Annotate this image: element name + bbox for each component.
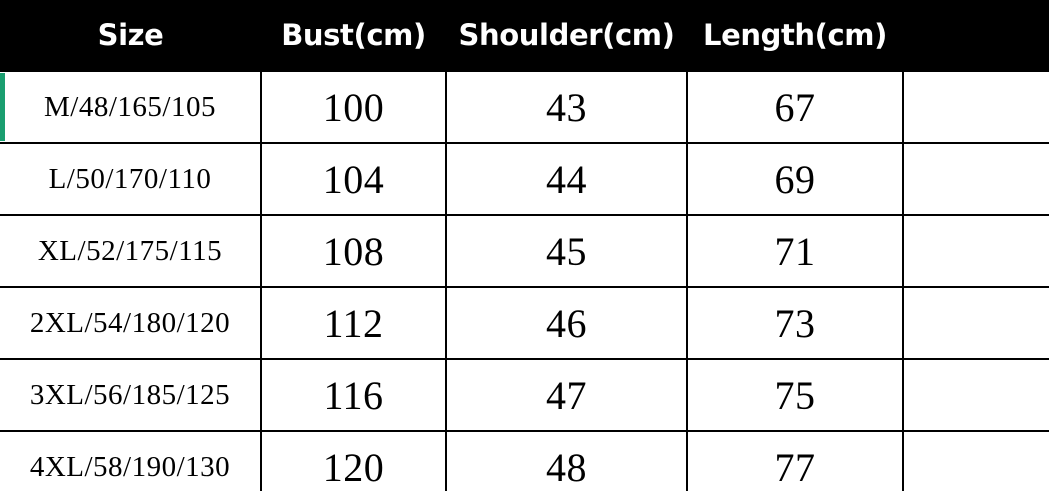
cell-extra bbox=[903, 358, 1049, 431]
cell-size: L/50/170/110 bbox=[0, 142, 262, 215]
cell-shoulder: 47 bbox=[446, 358, 688, 431]
cell-length: 75 bbox=[687, 358, 904, 431]
cell-length: 67 bbox=[687, 70, 904, 143]
cell-shoulder: 45 bbox=[446, 214, 688, 287]
cell-extra bbox=[903, 214, 1049, 287]
cell-bust: 116 bbox=[261, 358, 447, 431]
cell-size: M/48/165/105 bbox=[0, 70, 262, 143]
cell-length: 69 bbox=[687, 142, 904, 215]
cell-shoulder: 44 bbox=[446, 142, 688, 215]
table-header: Size Bust(cm) Shoulder(cm) Length(cm) bbox=[0, 0, 1049, 71]
cell-bust: 120 bbox=[261, 430, 447, 491]
table-row: M/48/165/105 100 43 67 bbox=[0, 70, 1049, 143]
row-selection-accent-bar bbox=[0, 73, 5, 141]
cell-bust: 108 bbox=[261, 214, 447, 287]
cell-length: 77 bbox=[687, 430, 904, 491]
column-header-bust: Bust(cm) bbox=[261, 0, 446, 71]
cell-shoulder: 43 bbox=[446, 70, 688, 143]
cell-size: 3XL/56/185/125 bbox=[0, 358, 262, 431]
cell-bust: 100 bbox=[261, 70, 447, 143]
table-row: 3XL/56/185/125 116 47 75 bbox=[0, 358, 1049, 431]
table-row: L/50/170/110 104 44 69 bbox=[0, 142, 1049, 215]
cell-bust: 112 bbox=[261, 286, 447, 359]
table-body: M/48/165/105 100 43 67 L/50/170/110 104 … bbox=[0, 70, 1049, 491]
column-header-shoulder: Shoulder(cm) bbox=[446, 0, 687, 71]
cell-extra bbox=[903, 70, 1049, 143]
cell-size: 2XL/54/180/120 bbox=[0, 286, 262, 359]
cell-size: 4XL/58/190/130 bbox=[0, 430, 262, 491]
table-header-row: Size Bust(cm) Shoulder(cm) Length(cm) bbox=[0, 0, 1049, 71]
cell-length: 71 bbox=[687, 214, 904, 287]
column-header-size: Size bbox=[0, 0, 261, 71]
cell-shoulder: 46 bbox=[446, 286, 688, 359]
cell-shoulder: 48 bbox=[446, 430, 688, 491]
cell-extra bbox=[903, 142, 1049, 215]
cell-extra bbox=[903, 430, 1049, 491]
table-row: XL/52/175/115 108 45 71 bbox=[0, 214, 1049, 287]
table-row: 2XL/54/180/120 112 46 73 bbox=[0, 286, 1049, 359]
cell-extra bbox=[903, 286, 1049, 359]
table-row: 4XL/58/190/130 120 48 77 bbox=[0, 430, 1049, 491]
column-header-extra bbox=[903, 0, 1049, 71]
column-header-length: Length(cm) bbox=[687, 0, 903, 71]
cell-bust: 104 bbox=[261, 142, 447, 215]
cell-length: 73 bbox=[687, 286, 904, 359]
cell-size: XL/52/175/115 bbox=[0, 214, 262, 287]
